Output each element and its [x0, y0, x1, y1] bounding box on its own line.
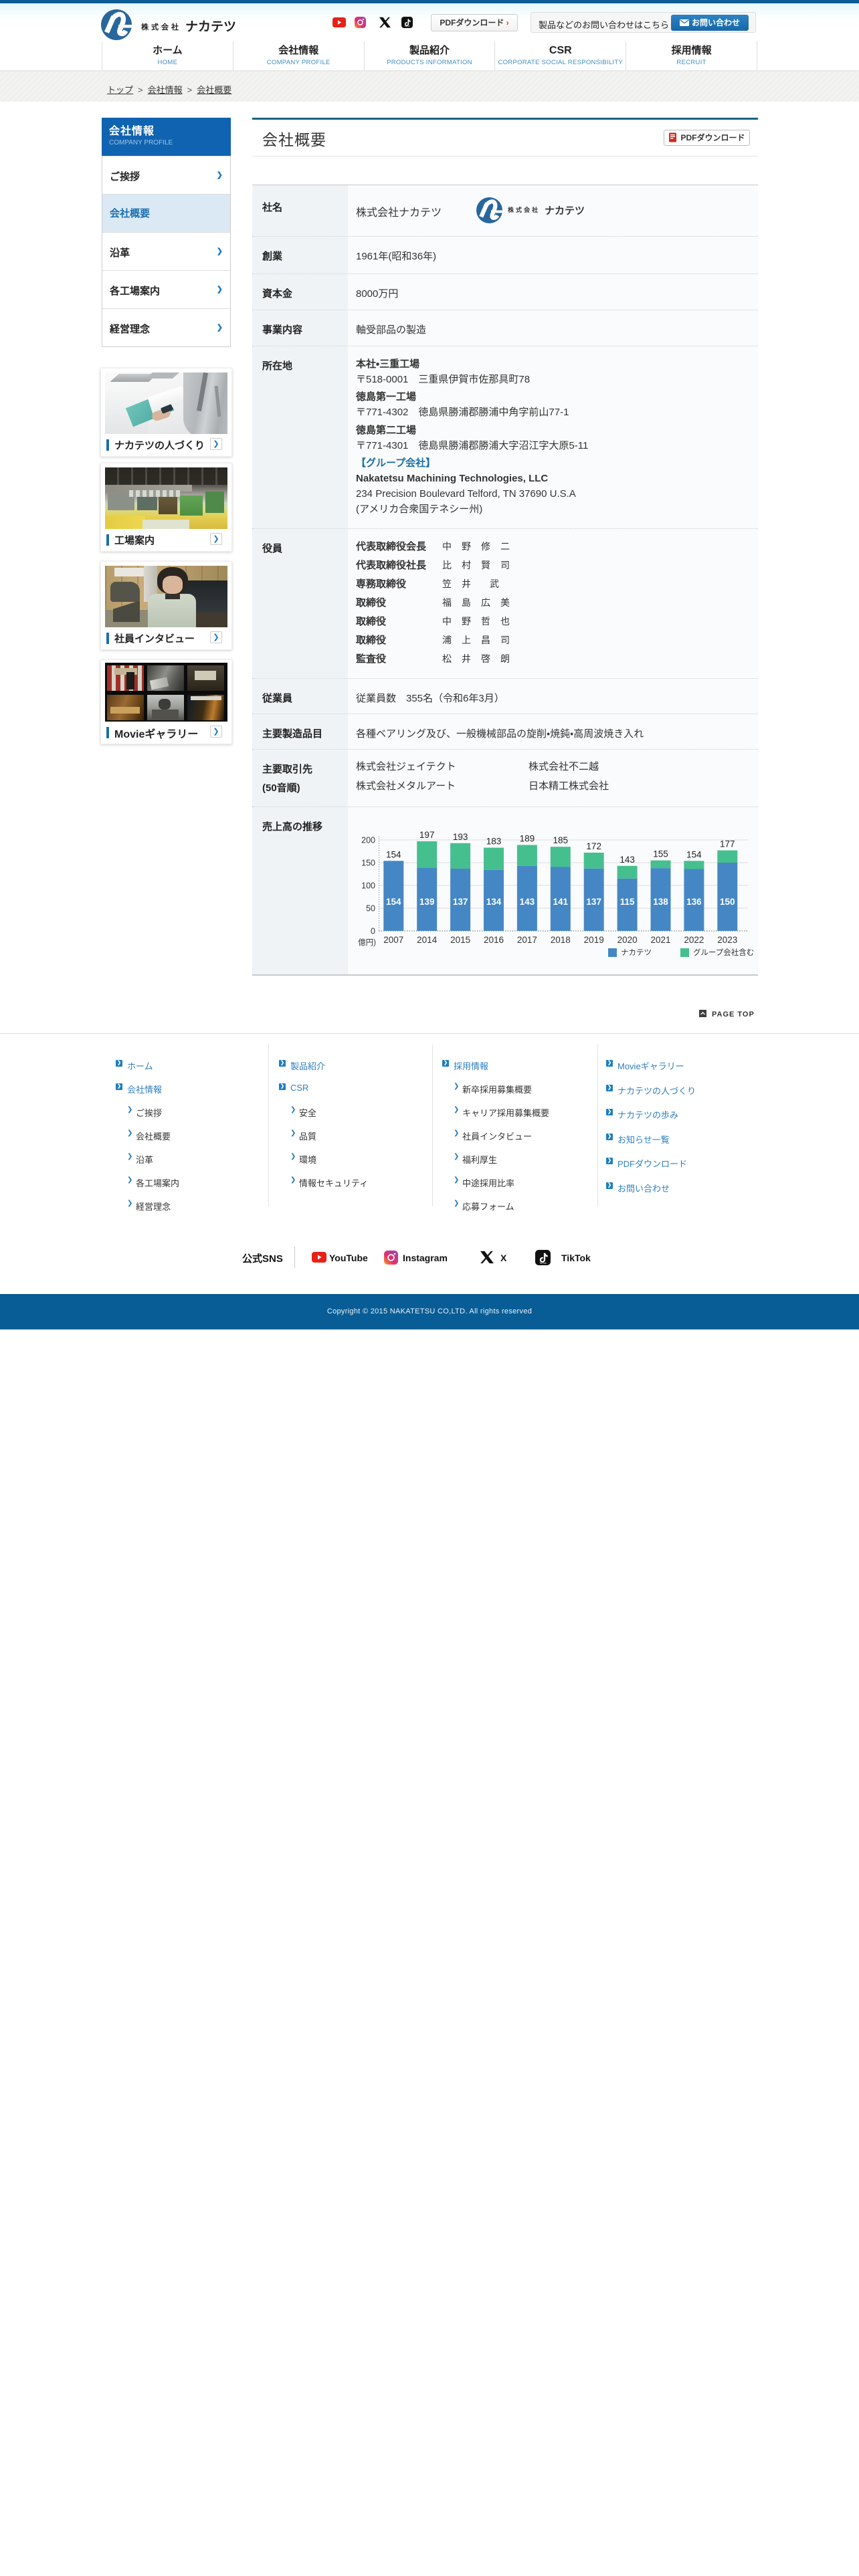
svg-text:172: 172 [586, 841, 601, 851]
svg-text:115: 115 [620, 897, 635, 907]
svg-text:150: 150 [720, 897, 735, 907]
svg-text:2022: 2022 [684, 935, 704, 945]
svg-text:2007: 2007 [383, 935, 403, 945]
svg-text:137: 137 [586, 897, 601, 907]
svg-text:0: 0 [371, 927, 375, 936]
svg-text:183: 183 [486, 837, 502, 847]
svg-text:136: 136 [686, 897, 702, 907]
svg-text:2015: 2015 [450, 935, 470, 945]
svg-text:2017: 2017 [517, 935, 537, 945]
svg-text:134: 134 [486, 897, 502, 907]
svg-text:2019: 2019 [584, 935, 604, 945]
svg-text:2020: 2020 [617, 935, 638, 945]
svg-text:ナカテツ: ナカテツ [621, 948, 652, 957]
svg-text:143: 143 [520, 897, 535, 907]
svg-text:150: 150 [361, 859, 375, 868]
svg-text:138: 138 [653, 897, 668, 907]
svg-text:141: 141 [553, 897, 569, 907]
svg-text:139: 139 [419, 897, 435, 907]
svg-text:185: 185 [553, 835, 569, 845]
svg-text:154: 154 [386, 849, 401, 859]
svg-text:100: 100 [361, 881, 375, 891]
svg-text:TikTok: TikTok [539, 1262, 547, 1265]
svg-text:137: 137 [453, 897, 468, 907]
svg-text:(億円): (億円) [358, 938, 376, 947]
svg-text:2016: 2016 [484, 935, 504, 945]
svg-text:2023: 2023 [717, 935, 737, 945]
svg-text:2021: 2021 [650, 935, 670, 945]
svg-text:197: 197 [419, 830, 435, 840]
svg-text:193: 193 [453, 832, 468, 842]
svg-text:155: 155 [653, 849, 668, 859]
svg-text:グループ会社含む: グループ会社含む [693, 948, 754, 957]
svg-text:TikTok: TikTok [405, 25, 410, 27]
svg-text:154: 154 [686, 849, 702, 859]
svg-text:143: 143 [619, 855, 635, 865]
svg-text:2018: 2018 [551, 935, 571, 945]
svg-text:50: 50 [366, 904, 375, 914]
svg-text:189: 189 [520, 834, 535, 844]
svg-text:200: 200 [361, 836, 375, 845]
svg-text:177: 177 [720, 839, 735, 849]
svg-text:2014: 2014 [417, 935, 438, 945]
svg-text:154: 154 [386, 897, 401, 907]
